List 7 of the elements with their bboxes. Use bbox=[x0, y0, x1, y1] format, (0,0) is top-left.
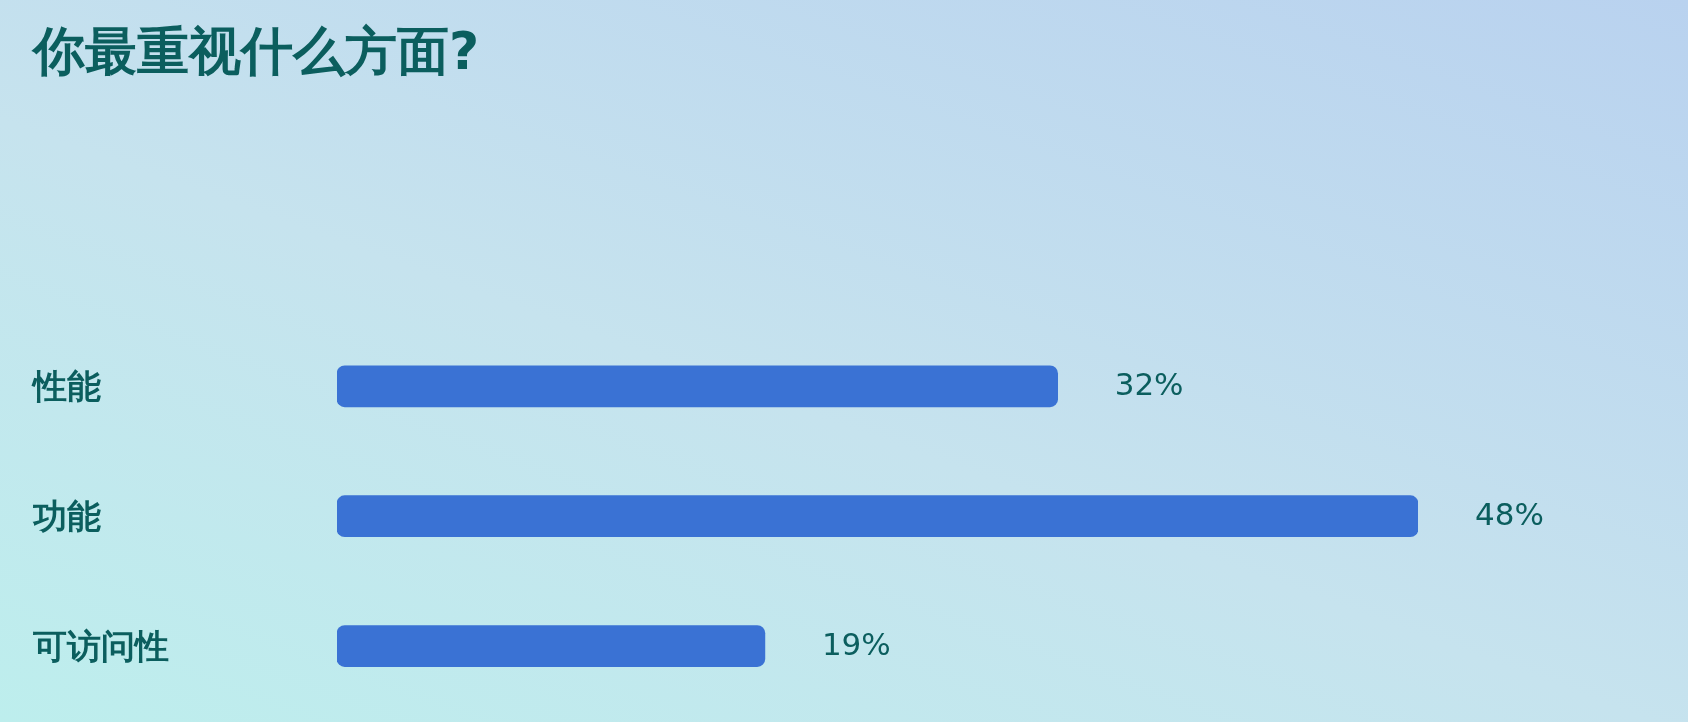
data-label: 48% bbox=[1475, 496, 1544, 533]
y-tick-label: 功能 bbox=[32, 494, 102, 538]
data-label: 19% bbox=[821, 626, 891, 663]
chart-title: 你最重视什么方面? bbox=[31, 20, 480, 81]
data-label: 32% bbox=[1114, 366, 1184, 403]
y-tick-label: 性能 bbox=[30, 364, 102, 408]
y-tick-label: 可访问性 bbox=[32, 624, 170, 668]
